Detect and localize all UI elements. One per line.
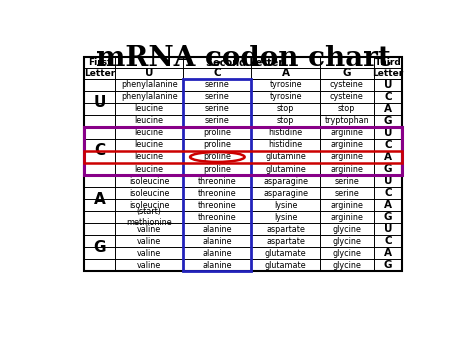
- Text: threonine: threonine: [198, 213, 237, 222]
- Bar: [84, 151, 402, 163]
- Text: G: G: [343, 69, 351, 78]
- Text: proline: proline: [203, 153, 231, 162]
- Text: valine: valine: [137, 249, 161, 258]
- Text: G: G: [383, 212, 392, 222]
- Text: isoleucine: isoleucine: [129, 176, 169, 186]
- Text: glutamine: glutamine: [265, 153, 306, 162]
- Text: serine: serine: [205, 116, 230, 125]
- Text: histidine: histidine: [268, 129, 302, 137]
- Text: tyrosine: tyrosine: [269, 80, 302, 89]
- Text: A: A: [384, 152, 392, 162]
- Text: alanine: alanine: [202, 237, 232, 246]
- Text: leucine: leucine: [135, 104, 164, 113]
- Text: stop: stop: [338, 104, 356, 113]
- Text: A: A: [384, 200, 392, 210]
- Text: lysine: lysine: [274, 213, 297, 222]
- Text: arginine: arginine: [330, 129, 363, 137]
- Text: arginine: arginine: [330, 153, 363, 162]
- Text: C: C: [94, 143, 105, 158]
- Text: serine: serine: [334, 189, 359, 198]
- Text: C: C: [384, 236, 392, 246]
- Text: arginine: arginine: [330, 164, 363, 174]
- Text: leucine: leucine: [135, 129, 164, 137]
- Text: serine: serine: [205, 104, 230, 113]
- Text: glycine: glycine: [332, 237, 361, 246]
- Text: Second Letter: Second Letter: [206, 58, 283, 67]
- Text: A: A: [282, 69, 290, 78]
- Text: glycine: glycine: [332, 249, 361, 258]
- Bar: [84, 57, 402, 271]
- Text: U: U: [383, 176, 392, 186]
- Text: G: G: [383, 116, 392, 126]
- Text: G: G: [383, 260, 392, 270]
- Text: phenylalanine: phenylalanine: [121, 92, 177, 101]
- Text: alanine: alanine: [202, 225, 232, 234]
- Text: alanine: alanine: [202, 249, 232, 258]
- Text: stop: stop: [277, 104, 294, 113]
- Text: arginine: arginine: [330, 201, 363, 209]
- Text: leucine: leucine: [135, 153, 164, 162]
- Text: isoleucine: isoleucine: [129, 189, 169, 198]
- Text: C: C: [384, 140, 392, 150]
- Text: G: G: [383, 164, 392, 174]
- Text: stop: stop: [277, 116, 294, 125]
- Text: A: A: [384, 248, 392, 258]
- Text: mRNA codon chart: mRNA codon chart: [96, 44, 390, 71]
- Text: U: U: [145, 69, 154, 78]
- Text: cysteine: cysteine: [330, 92, 364, 101]
- Text: aspartate: aspartate: [266, 237, 305, 246]
- Text: proline: proline: [203, 141, 231, 149]
- Text: cysteine: cysteine: [330, 80, 364, 89]
- Text: serine: serine: [334, 176, 359, 186]
- Text: threonine: threonine: [198, 201, 237, 209]
- Text: U: U: [383, 80, 392, 90]
- Text: U: U: [383, 224, 392, 234]
- Text: A: A: [94, 192, 105, 207]
- Text: U: U: [93, 95, 106, 110]
- Text: serine: serine: [205, 92, 230, 101]
- Text: arginine: arginine: [330, 213, 363, 222]
- Bar: [84, 127, 402, 175]
- Text: A: A: [384, 104, 392, 114]
- Text: lysine: lysine: [274, 201, 297, 209]
- Text: valine: valine: [137, 237, 161, 246]
- Text: (start)
methionine: (start) methionine: [127, 207, 172, 227]
- Text: proline: proline: [203, 164, 231, 174]
- Text: glycine: glycine: [332, 261, 361, 270]
- Text: C: C: [214, 69, 221, 78]
- Text: glutamine: glutamine: [265, 164, 306, 174]
- Text: valine: valine: [137, 261, 161, 270]
- Text: glutamate: glutamate: [265, 249, 306, 258]
- Text: alanine: alanine: [202, 261, 232, 270]
- Text: First
Letter: First Letter: [84, 58, 115, 78]
- Text: threonine: threonine: [198, 189, 237, 198]
- Text: threonine: threonine: [198, 176, 237, 186]
- Bar: [183, 79, 251, 271]
- Text: aspartate: aspartate: [266, 225, 305, 234]
- Text: C: C: [384, 92, 392, 102]
- Text: arginine: arginine: [330, 141, 363, 149]
- Text: isoleucine: isoleucine: [129, 201, 169, 209]
- Text: G: G: [93, 240, 106, 255]
- Text: proline: proline: [203, 129, 231, 137]
- Text: glutamate: glutamate: [265, 261, 306, 270]
- Text: phenylalanine: phenylalanine: [121, 80, 177, 89]
- Text: asparagine: asparagine: [263, 176, 308, 186]
- Text: C: C: [384, 188, 392, 198]
- Text: U: U: [383, 128, 392, 138]
- Text: leucine: leucine: [135, 116, 164, 125]
- Text: serine: serine: [205, 80, 230, 89]
- Text: leucine: leucine: [135, 164, 164, 174]
- Text: valine: valine: [137, 225, 161, 234]
- Text: Third
Letter: Third Letter: [372, 58, 403, 78]
- Text: histidine: histidine: [268, 141, 302, 149]
- Text: leucine: leucine: [135, 141, 164, 149]
- Text: tyrosine: tyrosine: [269, 92, 302, 101]
- Text: glycine: glycine: [332, 225, 361, 234]
- Text: tryptophan: tryptophan: [325, 116, 369, 125]
- Text: asparagine: asparagine: [263, 189, 308, 198]
